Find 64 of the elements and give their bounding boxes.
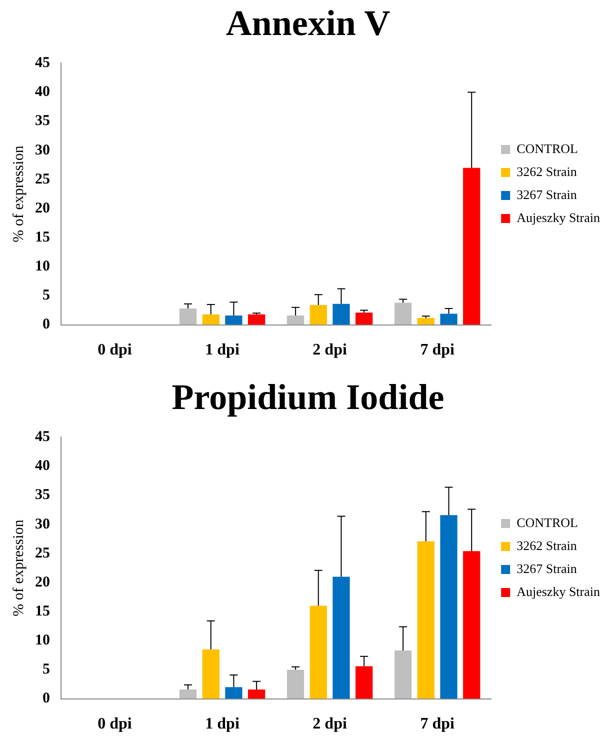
y-tick-label: 40	[35, 458, 50, 474]
y-tick-label: 30	[35, 516, 50, 532]
bar	[310, 305, 327, 325]
bar	[179, 308, 197, 325]
y-tick-label: 0	[42, 316, 50, 333]
y-tick-label: 35	[35, 487, 50, 504]
bar	[332, 304, 350, 325]
bar	[248, 314, 266, 325]
x-tick-label: 1 dpi	[205, 342, 240, 359]
y-tick-label: 35	[35, 113, 50, 130]
bar	[440, 515, 458, 699]
y-axis-title: % of expression	[10, 145, 27, 242]
bar	[417, 541, 434, 699]
legend-label: Aujeszky Strain	[516, 584, 600, 599]
y-tick-label: 15	[35, 603, 50, 620]
y-tick-label: 25	[35, 545, 50, 562]
x-tick-label: 7 dpi	[420, 716, 456, 733]
y-tick-label: 30	[35, 142, 50, 158]
x-tick-label: 2 dpi	[312, 342, 348, 359]
y-tick-label: 45	[35, 429, 50, 446]
y-tick-label: 10	[35, 258, 50, 275]
y-tick-label: 5	[42, 288, 50, 304]
y-tick-label: 25	[35, 171, 50, 188]
x-tick-label: 7 dpi	[420, 342, 456, 359]
x-tick-label: 0 dpi	[98, 342, 132, 359]
bar	[202, 649, 220, 699]
legend-label: 3262 Strain	[516, 164, 578, 179]
bar	[463, 551, 480, 699]
y-axis-title: % of expression	[10, 519, 27, 616]
y-tick-label: 0	[42, 690, 50, 707]
bar	[225, 687, 242, 699]
y-tick-label: 20	[35, 574, 50, 590]
y-tick-label: 45	[35, 55, 50, 72]
bar	[286, 316, 304, 325]
bar	[225, 316, 242, 325]
bar	[394, 302, 412, 325]
chart-title: Propidium Iodide	[172, 376, 444, 417]
x-tick-label: 1 dpi	[205, 716, 240, 733]
legend-label: CONTROL	[516, 140, 578, 156]
bar	[356, 666, 373, 699]
y-tick-label: 20	[35, 200, 50, 216]
bar	[248, 690, 266, 699]
bar	[286, 670, 304, 699]
legend-label: CONTROL	[516, 514, 578, 530]
y-tick-label: 40	[35, 84, 50, 100]
y-tick-label: 10	[35, 632, 50, 649]
bar	[310, 606, 327, 699]
bar	[440, 314, 458, 325]
bar	[332, 576, 350, 699]
legend-label: 3267 Strain	[516, 186, 578, 202]
x-tick-label: 2 dpi	[312, 716, 348, 733]
x-tick-label: 0 dpi	[98, 716, 132, 733]
bar	[417, 318, 434, 325]
bar	[179, 690, 197, 699]
y-tick-label: 5	[42, 662, 50, 678]
legend-label: 3267 Strain	[516, 560, 578, 576]
legend-label: 3262 Strain	[516, 538, 578, 553]
legend-label: Aujeszky Strain	[516, 210, 600, 225]
chart-title: Annexin V	[226, 2, 390, 43]
bar	[394, 650, 412, 699]
bar	[356, 312, 373, 325]
y-tick-label: 15	[35, 229, 50, 246]
bar	[463, 168, 480, 325]
bar	[202, 314, 220, 325]
